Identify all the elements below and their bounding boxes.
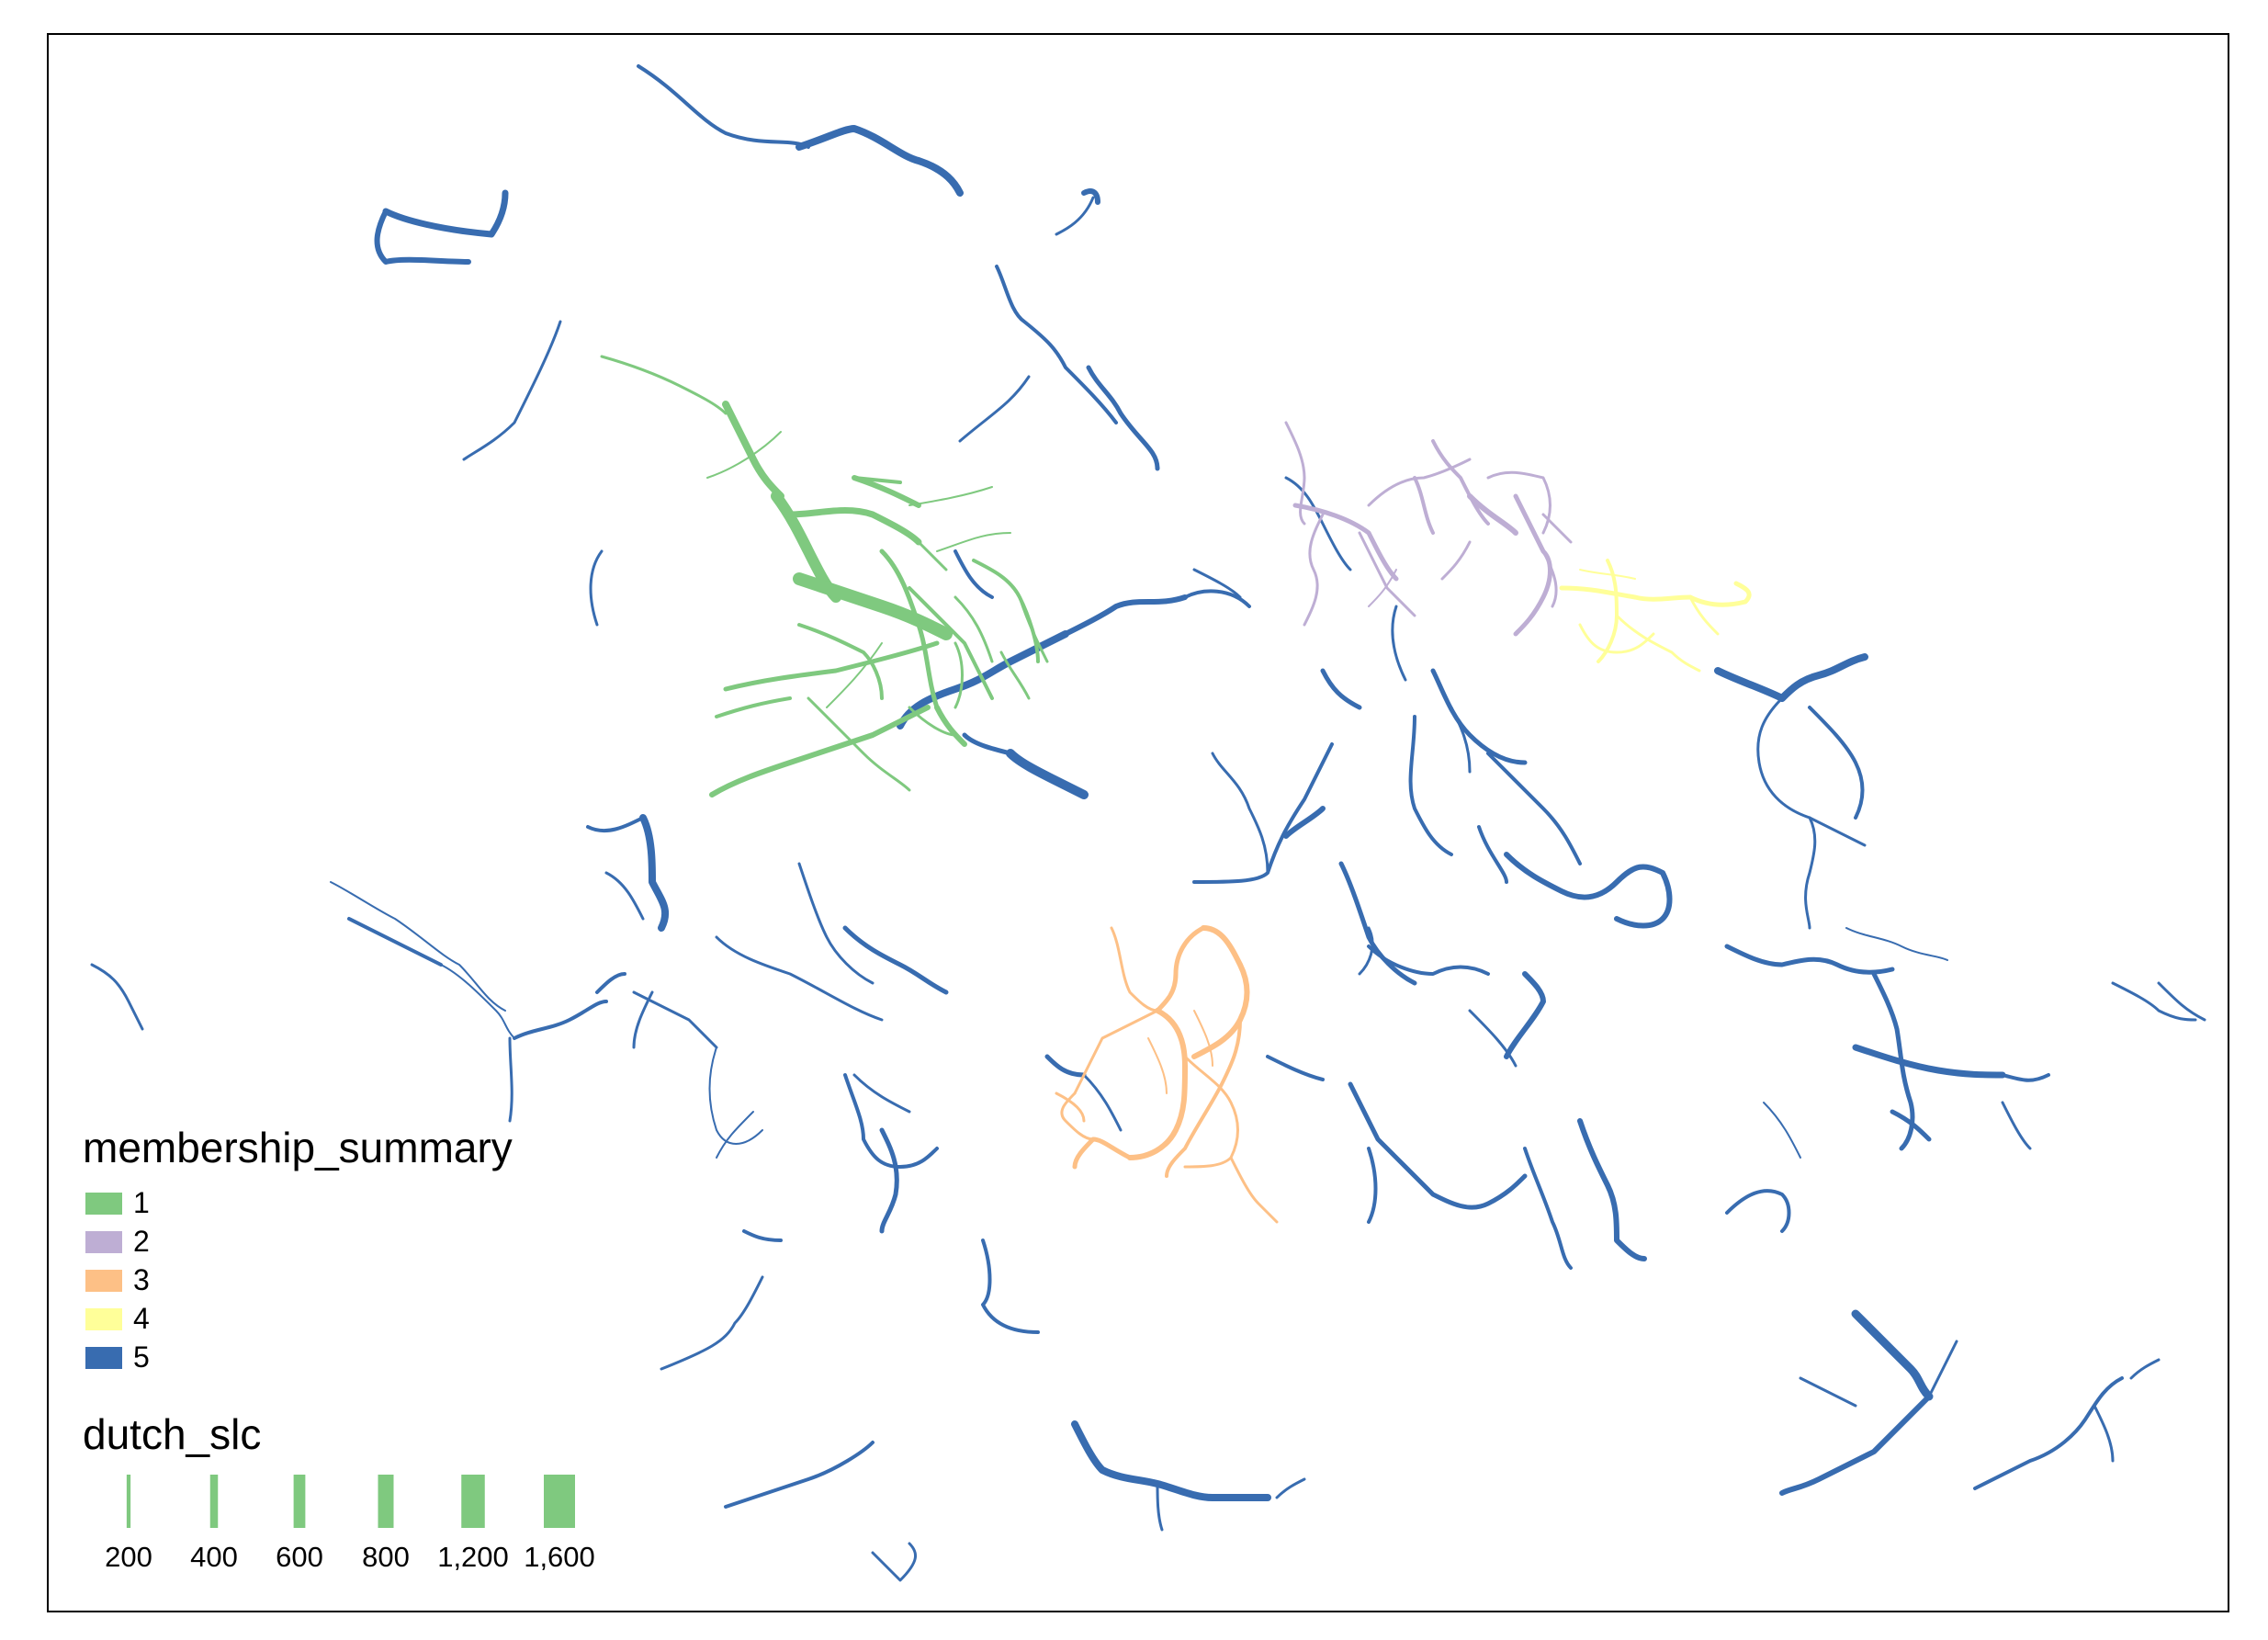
- map-frame-border: [47, 33, 2229, 1612]
- legend: membership_summary 1 2 3 4 5 dutch_slc 200 40…: [83, 1124, 595, 1573]
- membership-legend-items: 1 2 3 4 5: [85, 1186, 150, 1374]
- size-swatch-1200: [461, 1475, 485, 1528]
- size-legend-items: 200 400 600 800 1,200 1,600: [105, 1475, 595, 1573]
- membership-legend-title: membership_summary: [83, 1124, 513, 1171]
- membership-swatch-3: [85, 1270, 122, 1292]
- size-swatch-600: [293, 1475, 306, 1528]
- membership-label-4: 4: [133, 1302, 150, 1335]
- size-legend-title: dutch_slc: [83, 1410, 261, 1458]
- size-label-200: 200: [105, 1541, 152, 1573]
- membership-label-2: 2: [133, 1225, 150, 1258]
- membership-swatch-1: [85, 1193, 122, 1215]
- size-swatch-200: [126, 1475, 131, 1528]
- route-network-cluster-4: [1559, 559, 1752, 673]
- membership-label-3: 3: [133, 1263, 150, 1296]
- size-swatch-800: [378, 1475, 394, 1528]
- size-label-600: 600: [276, 1541, 323, 1573]
- membership-label-5: 5: [133, 1340, 150, 1374]
- size-label-800: 800: [362, 1541, 410, 1573]
- membership-label-1: 1: [133, 1186, 150, 1219]
- size-label-400: 400: [190, 1541, 238, 1573]
- route-network-cluster-2: [1284, 421, 1573, 637]
- route-network-cluster-5: [90, 64, 2206, 1582]
- size-swatch-400: [209, 1475, 219, 1528]
- route-network-cluster-1: [600, 355, 1049, 797]
- route-network-cluster-3: [1055, 925, 1279, 1224]
- size-swatch-1600: [544, 1475, 575, 1528]
- size-label-1200: 1,200: [437, 1541, 509, 1573]
- membership-swatch-4: [85, 1308, 122, 1330]
- size-label-1600: 1,600: [524, 1541, 595, 1573]
- membership-swatch-2: [85, 1231, 122, 1253]
- membership-swatch-5: [85, 1347, 122, 1369]
